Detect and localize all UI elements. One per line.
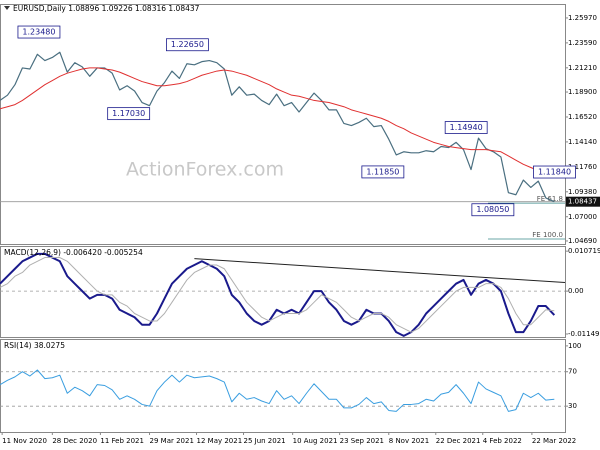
panel-title: RSI(14) 38.0275	[4, 341, 65, 350]
x-tick-label: 25 Jun 2021	[244, 437, 286, 445]
y-tick-label: 1.23590	[568, 39, 597, 47]
y-tick-label: 1.21210	[568, 64, 597, 72]
y-tick-label: 1.18900	[568, 88, 597, 96]
x-tick-label: 8 Nov 2021	[389, 437, 429, 445]
annotation-label: 1.17030	[112, 109, 145, 118]
watermark: ActionForex.com	[126, 159, 284, 181]
annotation-box	[533, 165, 576, 179]
series-line	[0, 51, 555, 203]
x-tick-label: 23 Sep 2021	[340, 437, 384, 445]
panel-title: MACD(12,26,9) -0.006420 -0.005254	[4, 248, 143, 257]
annotation-label: 1.08050	[476, 205, 509, 214]
y-tick-label: 70	[568, 368, 577, 376]
x-tick-label: 12 May 2021	[197, 437, 243, 445]
x-tick-label: 4 Feb 2022	[483, 437, 522, 445]
y-tick-label: 1.11760	[568, 163, 597, 171]
panel-frame	[0, 339, 566, 433]
y-tick-label: 0.010719	[568, 247, 600, 255]
annotation-label: 1.23480	[22, 28, 55, 37]
x-tick-label: 11 Feb 2021	[100, 437, 144, 445]
panel-frame	[0, 246, 566, 338]
y-tick-label: 0.00	[568, 287, 584, 295]
title-icon	[4, 6, 10, 10]
x-tick-label: 10 Aug 2021	[293, 437, 338, 445]
last-price-box	[566, 196, 600, 207]
annotation-box	[17, 25, 61, 39]
x-tick-label: 28 Dec 2020	[52, 437, 97, 445]
series-line	[0, 257, 555, 333]
annotation-label: 1.11840	[538, 168, 571, 177]
series-line	[0, 369, 555, 412]
annotation-box	[444, 121, 488, 134]
annotation-label: 1.14940	[450, 123, 483, 132]
chart-title: EURUSD,Daily 1.08896 1.09226 1.08316 1.0…	[13, 4, 200, 13]
panel-frame	[0, 4, 566, 245]
annotation-box	[361, 165, 405, 179]
y-tick-label: 1.16520	[568, 113, 597, 121]
annotation-box	[107, 107, 151, 121]
y-tick-label: 30	[568, 402, 577, 410]
annotation-label: 1.22650	[171, 40, 204, 49]
series-line	[0, 252, 556, 337]
y-tick-label: 1.07000	[568, 213, 597, 221]
fe-label: FE 100.0	[532, 231, 563, 239]
annotation-box	[166, 38, 209, 52]
x-tick-label: 11 Nov 2020	[2, 437, 47, 445]
y-tick-label: 1.04690	[568, 237, 597, 245]
last-price-label: 1.08437	[568, 198, 597, 206]
y-tick-label: 1.14140	[568, 138, 597, 146]
x-tick-label: 22 Mar 2022	[532, 437, 576, 445]
trendline	[194, 258, 566, 284]
x-tick-label: 22 Dec 2021	[436, 437, 481, 445]
y-tick-label: 1.25970	[568, 14, 597, 22]
y-tick-label: 1.09380	[568, 188, 597, 196]
series-line	[0, 67, 555, 178]
annotation-box	[471, 203, 515, 217]
x-tick-label: 29 Mar 2021	[150, 437, 194, 445]
y-tick-label: 100	[568, 342, 581, 350]
y-tick-label: -0.011499	[568, 330, 600, 338]
annotation-label: 1.11850	[366, 167, 399, 176]
